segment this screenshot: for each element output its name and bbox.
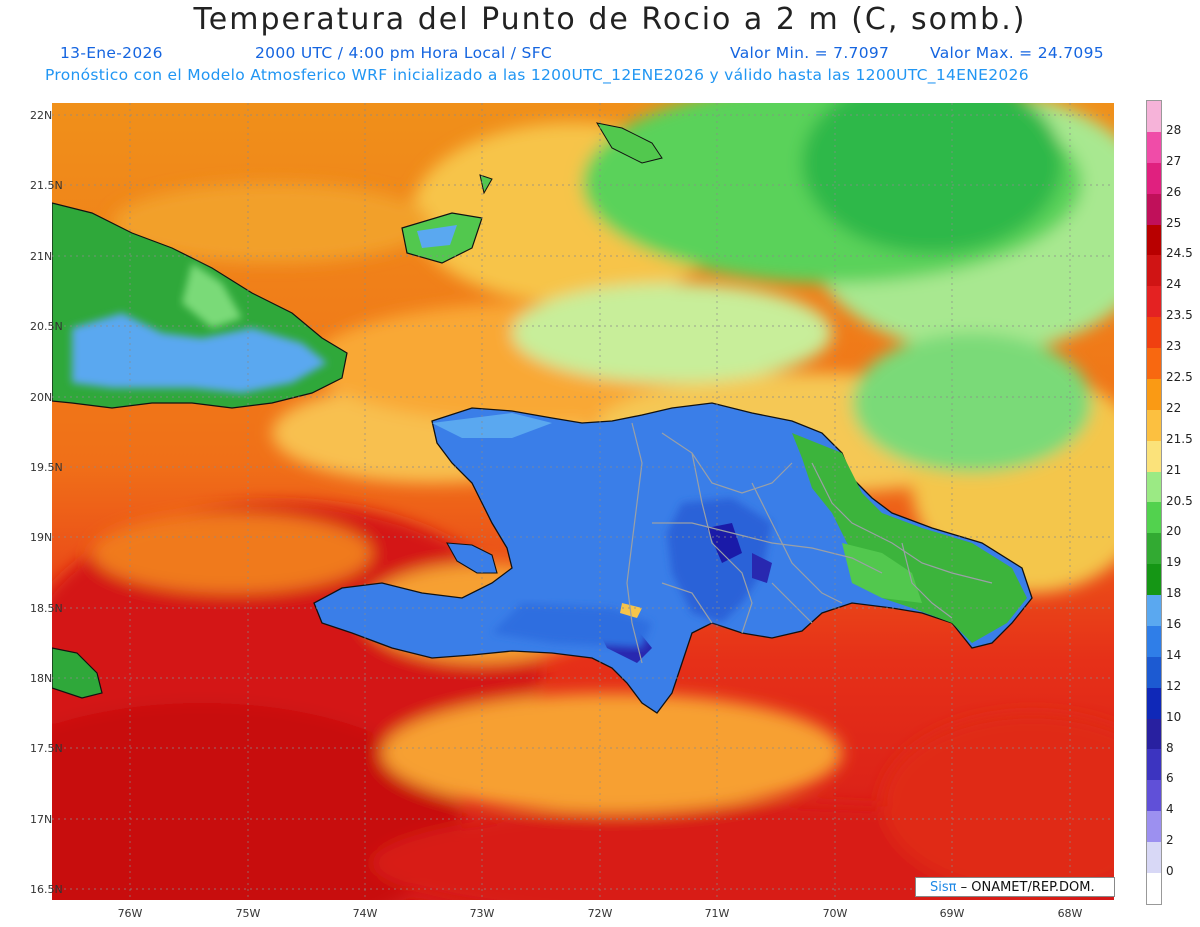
colorbar-label: 2 <box>1166 833 1174 848</box>
colorbar-label: 12 <box>1166 678 1182 693</box>
max-value: Valor Max. = 24.7095 <box>930 44 1104 62</box>
lat-label: 21N <box>30 250 53 263</box>
lon-label: 73W <box>469 907 495 920</box>
colorbar-label: 19 <box>1166 555 1182 570</box>
colorbar-label: 21 <box>1166 462 1182 477</box>
colorbar-swatch <box>1147 193 1161 225</box>
colorbar-label: 8 <box>1166 740 1174 755</box>
colorbar <box>1146 100 1162 905</box>
colorbar-swatch <box>1147 502 1161 534</box>
valid-date: 13-Ene-2026 <box>60 44 163 62</box>
colorbar-label: 21.5 <box>1166 431 1193 446</box>
min-value: Valor Min. = 7.7097 <box>730 44 890 62</box>
lon-label: 71W <box>704 907 730 920</box>
colorbar-swatch <box>1147 811 1161 842</box>
lon-label: 68W <box>1057 907 1083 920</box>
colorbar-swatch <box>1147 656 1161 688</box>
lat-label: 18N <box>30 672 53 685</box>
colorbar-swatch <box>1147 842 1161 873</box>
lat-label: 22N <box>30 109 53 122</box>
colorbar-label: 24.5 <box>1166 246 1193 261</box>
lat-label: 21.5N <box>30 179 63 192</box>
colorbar-label: 22 <box>1166 400 1182 415</box>
colorbar-label: 10 <box>1166 709 1182 724</box>
colorbar-label: 22.5 <box>1166 369 1193 384</box>
lat-label: 17N <box>30 813 53 826</box>
colorbar-swatch <box>1147 749 1161 781</box>
colorbar-swatch <box>1147 286 1161 318</box>
lon-label: 75W <box>235 907 261 920</box>
lon-label: 70W <box>822 907 848 920</box>
graticule <box>52 103 1114 900</box>
colorbar-label: 28 <box>1166 122 1182 137</box>
map-canvas <box>52 103 1114 900</box>
colorbar-swatch <box>1147 409 1161 441</box>
colorbar-swatch <box>1147 440 1161 472</box>
province-borders <box>626 422 993 664</box>
lon-label: 72W <box>587 907 613 920</box>
colorbar-label: 14 <box>1166 647 1182 662</box>
colorbar-swatch <box>1147 162 1161 194</box>
jamaica-landmass <box>52 647 103 699</box>
cuba-landmass <box>52 202 348 409</box>
colorbar-label: 20.5 <box>1166 493 1193 508</box>
lat-label: 17.5N <box>30 742 63 755</box>
colorbar-swatch <box>1147 378 1161 410</box>
colorbar-swatch <box>1147 131 1161 163</box>
colorbar-swatch <box>1147 533 1161 565</box>
colorbar-label: 25 <box>1166 215 1182 230</box>
turks-caicos-islands <box>595 122 663 164</box>
colorbar-swatch <box>1147 595 1161 626</box>
colorbar-label: 23 <box>1166 339 1182 354</box>
colorbar-label: 6 <box>1166 771 1174 786</box>
credit-text: – ONAMET/REP.DOM. <box>960 880 1095 895</box>
colorbar-swatch <box>1147 224 1161 256</box>
colorbar-label: 0 <box>1166 864 1174 879</box>
map-title: Temperatura del Punto de Rocio a 2 m (C,… <box>193 2 1027 37</box>
lon-label: 74W <box>352 907 378 920</box>
colorbar-swatch <box>1147 687 1161 719</box>
colorbar-label: 27 <box>1166 153 1182 168</box>
colorbar-label: 24 <box>1166 277 1182 292</box>
sispi-logo: Sisπ <box>930 880 957 895</box>
lon-label: 69W <box>939 907 965 920</box>
colorbar-swatch <box>1147 564 1161 595</box>
gonave-island <box>446 542 498 574</box>
valid-time: 2000 UTC / 4:00 pm Hora Local / SFC <box>255 44 553 62</box>
lat-label: 16.5N <box>30 883 63 896</box>
lat-label: 19N <box>30 531 53 544</box>
lon-label: 76W <box>117 907 143 920</box>
colorbar-label: 20 <box>1166 524 1182 539</box>
colorbar-swatch <box>1147 718 1161 750</box>
dewpoint-map <box>52 103 1114 900</box>
forecast-info: Pronóstico con el Modelo Atmosferico WRF… <box>45 66 1029 84</box>
lat-label: 18.5N <box>30 602 63 615</box>
colorbar-swatch <box>1147 780 1161 812</box>
colorbar-swatch <box>1147 872 1161 904</box>
lat-label: 20N <box>30 391 53 404</box>
colorbar-swatch <box>1147 317 1161 348</box>
colorbar-label: 18 <box>1166 586 1182 601</box>
colorbar-label: 16 <box>1166 617 1182 632</box>
colorbar-label: 26 <box>1166 184 1182 199</box>
colorbar-swatch <box>1147 625 1161 657</box>
colorbar-swatch <box>1147 101 1161 132</box>
credit-box: Sisπ – ONAMET/REP.DOM. <box>915 877 1115 897</box>
colorbar-swatch <box>1147 255 1161 287</box>
lat-label: 19.5N <box>30 461 63 474</box>
colorbar-label: 4 <box>1166 802 1174 817</box>
colorbar-swatch <box>1147 471 1161 503</box>
colorbar-label: 23.5 <box>1166 308 1193 323</box>
colorbar-swatch <box>1147 348 1161 379</box>
lat-label: 20.5N <box>30 320 63 333</box>
